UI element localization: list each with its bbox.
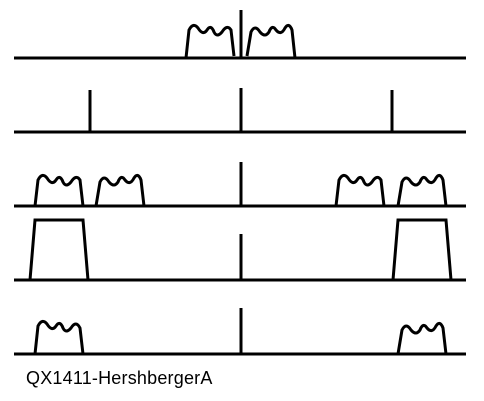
row-5-filtered-output [14,308,466,356]
row-1-baseband-spectrum [14,10,466,60]
row-3-right-lsb [334,173,386,207]
row-5-right-output [396,321,448,355]
row-3-right-usb [396,173,448,207]
row-4-right-bandpass [391,218,453,281]
row-1-upper-sideband [245,23,297,59]
row-3-left-usb [94,173,146,207]
row-3-mixed-spectrum [14,162,466,208]
figure-caption: QX1411-HershbergerA [26,368,213,388]
row-4-left-bandpass [28,218,90,281]
row-2-carrier-and-lo [14,88,466,134]
row-4-filter-response [14,218,466,282]
row-1-lower-sideband [184,23,236,59]
row-3-left-lsb [33,173,85,207]
row-5-left-output [33,319,85,355]
